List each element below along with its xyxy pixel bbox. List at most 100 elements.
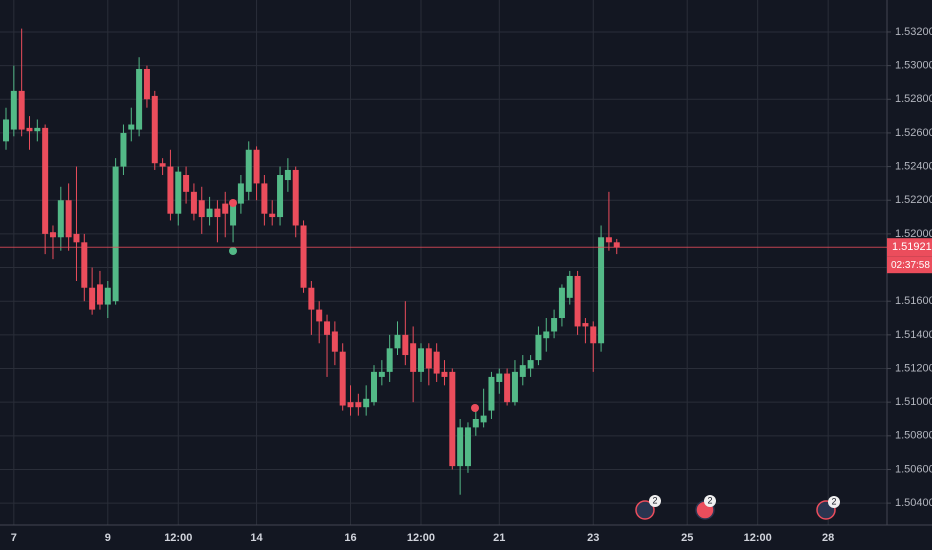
candle-body: [81, 242, 88, 288]
candle-body: [566, 275, 573, 298]
candle-body: [237, 183, 244, 204]
candle-body: [136, 68, 143, 130]
candle-body: [535, 334, 542, 361]
event-circle[interactable]: [635, 500, 655, 520]
candle-body: [504, 373, 511, 403]
candle-body: [104, 287, 111, 305]
candle-body: [112, 166, 119, 302]
candle-body: [347, 402, 354, 408]
y-tick-label: 1.52600: [895, 127, 932, 139]
candle-body: [464, 427, 471, 467]
candles: [3, 28, 620, 495]
event-badge: [828, 496, 840, 508]
candle-body: [394, 334, 401, 349]
candle-body: [198, 200, 205, 218]
candle-body: [590, 326, 597, 344]
event-badge: [704, 495, 716, 507]
y-tick-label: 1.51200: [895, 362, 932, 374]
candle-body: [214, 208, 221, 218]
candle-body: [519, 365, 526, 377]
candle-body: [425, 348, 432, 369]
candle-body: [230, 203, 237, 226]
signal-marker: [471, 404, 479, 412]
event-badge: [649, 495, 661, 507]
candle-body: [89, 287, 96, 310]
x-tick-label: 12:00: [407, 532, 435, 544]
x-tick-label: 23: [587, 532, 599, 544]
candle-body: [143, 68, 150, 100]
candle-body: [386, 348, 393, 372]
y-tick-label: 1.52800: [895, 93, 932, 105]
event-badge-text: 2: [652, 495, 657, 505]
candle-body: [49, 232, 56, 238]
candle-body: [582, 323, 589, 327]
candle-body: [316, 309, 323, 322]
candle-body: [183, 175, 190, 192]
y-tick-label: 1.52000: [895, 228, 932, 240]
candle-body: [402, 334, 409, 356]
candle-body: [292, 169, 299, 226]
candle-body: [159, 163, 166, 167]
candle-body: [543, 331, 550, 339]
candle-body: [378, 371, 385, 377]
y-tick-label: 1.52400: [895, 160, 932, 172]
x-tick-label: 25: [681, 532, 693, 544]
candle-body: [496, 373, 503, 382]
y-tick-label: 1.50600: [895, 463, 932, 475]
candle-body: [441, 371, 448, 377]
y-tick-label: 1.50400: [895, 497, 932, 509]
candle-body: [527, 360, 534, 369]
candle-body: [410, 343, 417, 372]
y-tick-label: 1.51400: [895, 329, 932, 341]
y-tick-label: 1.50800: [895, 430, 932, 442]
signal-marker: [229, 199, 237, 207]
event-icon[interactable]: 2: [635, 495, 661, 520]
candle-body: [206, 208, 213, 218]
event-icon[interactable]: 2: [816, 496, 840, 520]
candle-body: [339, 351, 346, 406]
candle-body: [511, 371, 518, 403]
x-tick-label: 14: [250, 532, 263, 544]
event-icon[interactable]: 2: [695, 495, 716, 520]
x-tick-label: 21: [493, 532, 505, 544]
signal-marker: [229, 247, 237, 255]
candle-body: [10, 90, 17, 130]
candle-body: [3, 119, 9, 142]
candle-body: [605, 237, 612, 243]
candle-body: [417, 348, 424, 372]
candle-body: [308, 287, 315, 310]
candle-body: [449, 371, 456, 467]
candle-body: [371, 371, 378, 403]
candle-body: [34, 127, 41, 132]
grid: [0, 0, 887, 525]
candle-body: [261, 183, 268, 214]
x-tick-label: 12:00: [164, 532, 192, 544]
candle-body: [42, 127, 49, 234]
y-tick-label: 1.51000: [895, 396, 932, 408]
overlay: 2 2 2: [229, 199, 840, 520]
x-tick-label: 16: [344, 532, 356, 544]
candle-body: [613, 242, 620, 248]
candle-body: [253, 149, 260, 184]
candle-body: [355, 402, 362, 408]
candle-body: [120, 132, 127, 167]
last-price-box: [887, 238, 932, 257]
candle-body: [277, 175, 284, 218]
candle-body: [57, 200, 64, 238]
candle-body: [269, 213, 276, 218]
y-tick-label: 1.52200: [895, 194, 932, 206]
candle-body: [488, 376, 495, 411]
countdown-box: [887, 256, 932, 274]
candle-body: [433, 351, 440, 374]
candle-body: [65, 200, 72, 238]
candle-body: [73, 233, 80, 243]
event-badge-text: 2: [707, 495, 712, 505]
candle-body: [574, 275, 581, 327]
candle-body: [18, 90, 25, 130]
candle-body: [324, 321, 331, 335]
candle-body: [598, 237, 605, 344]
candle-body: [128, 124, 135, 130]
y-tick-label: 1.53000: [895, 60, 932, 72]
candle-body: [558, 287, 565, 319]
